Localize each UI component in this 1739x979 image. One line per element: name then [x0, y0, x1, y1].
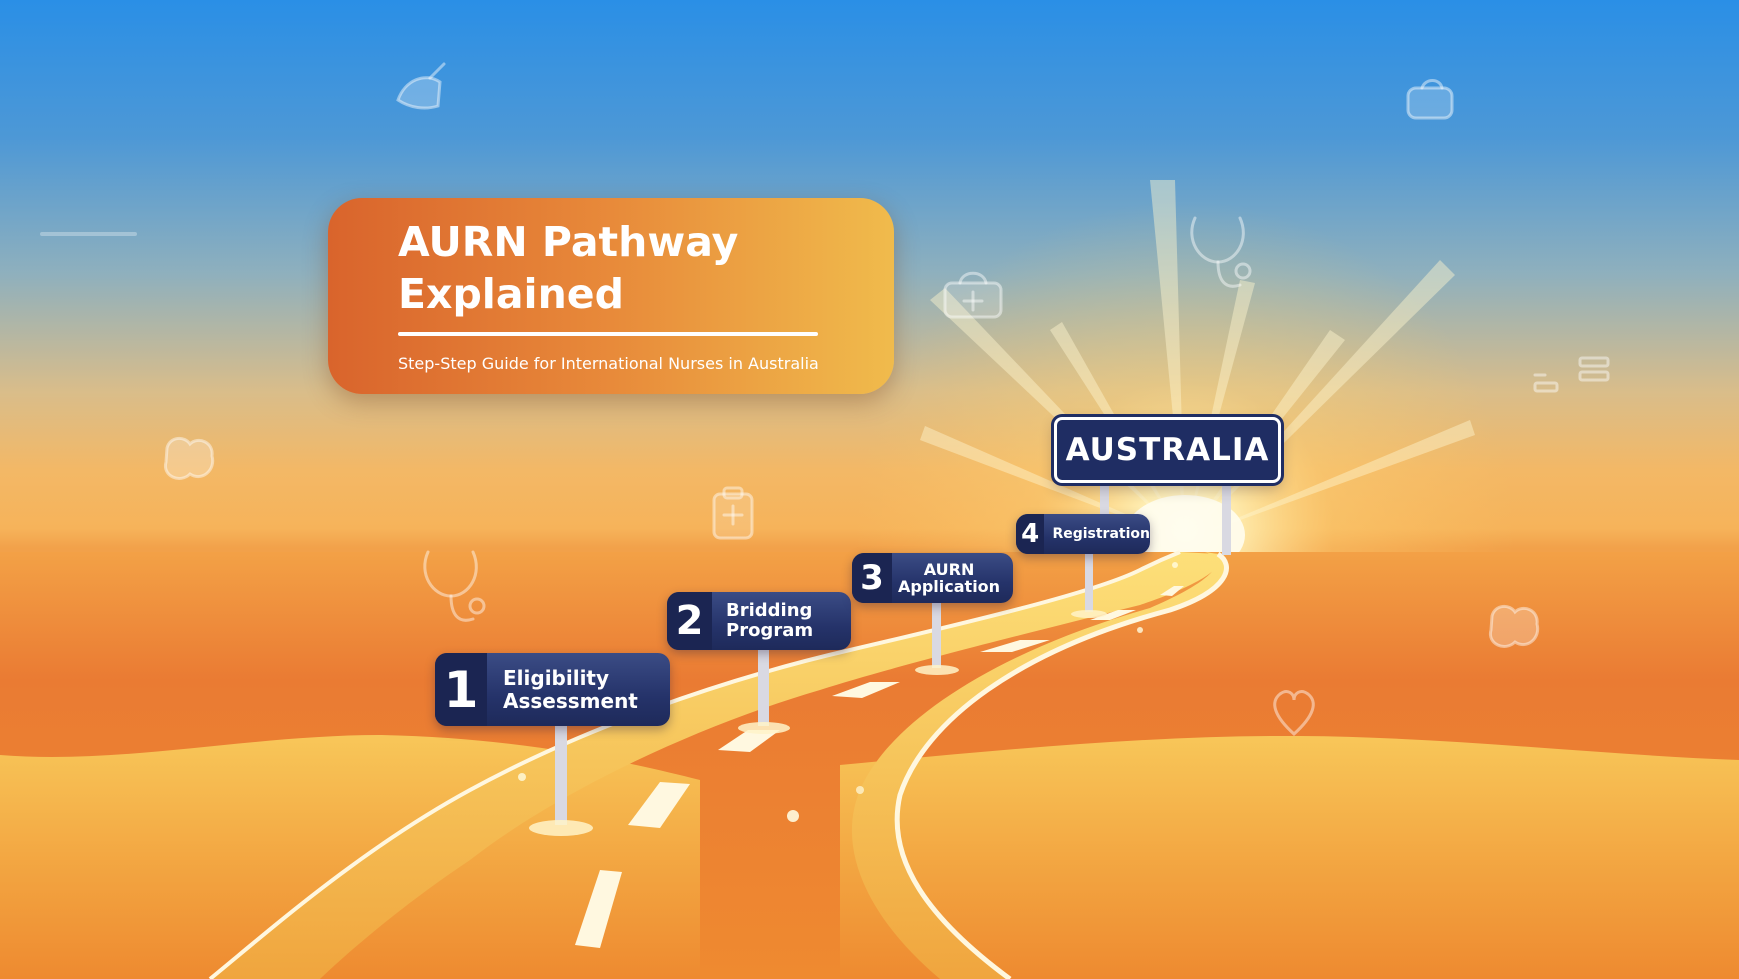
step-label: Eligibility Assessment	[503, 665, 638, 713]
step-number: 3	[852, 553, 892, 603]
step-label: AURN Application	[898, 560, 1001, 596]
step-number: 4	[1016, 514, 1045, 554]
step-sign-registration: 4 Registration	[1016, 514, 1150, 554]
page-subtitle: Step-Step Guide for International Nurses…	[398, 354, 819, 373]
nurse-cap-icon	[396, 62, 446, 110]
id-card-icon	[163, 437, 1540, 648]
sign-posts	[529, 480, 1231, 836]
step-number: 1	[435, 653, 487, 726]
first-aid-kit-icon	[943, 271, 1003, 319]
step-sign-eligibility-assessment: 1 Eligibility Assessment	[435, 653, 670, 726]
step-label: Bridding Program	[726, 600, 814, 641]
step-number: 2	[667, 592, 712, 650]
title-divider	[398, 332, 818, 336]
bandage-icon	[1406, 79, 1454, 120]
step-label: Registration	[1052, 526, 1150, 542]
stethoscope-icon	[423, 550, 486, 622]
clipboard-icon	[712, 486, 754, 540]
heart-icon	[1273, 690, 1315, 737]
page-title: AURN Pathway Explained	[398, 218, 739, 318]
step-sign-bridging-program: 2 Bridding Program	[667, 592, 851, 650]
clipboard-icon	[1533, 356, 1610, 393]
step-sign-aurn-application: 3 AURN Application	[852, 553, 1013, 603]
winding-road	[208, 550, 1229, 979]
title-card: AURN Pathway Explained Step-Step Guide f…	[328, 198, 894, 394]
stethoscope-icon	[1190, 216, 1252, 288]
australia-sign: AUSTRALIA	[1054, 417, 1281, 483]
